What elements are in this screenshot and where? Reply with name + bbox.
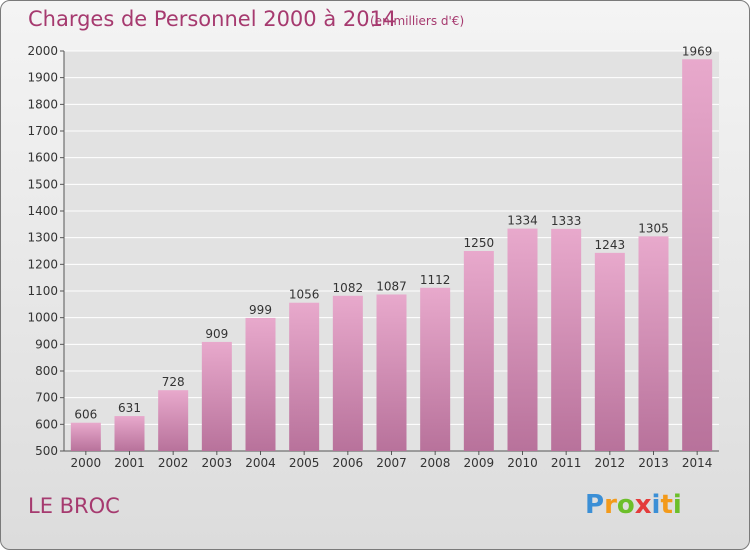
bar-2006 xyxy=(332,295,363,451)
bar-2010 xyxy=(507,228,538,451)
bar-2009 xyxy=(463,251,494,451)
bar-value-label: 1305 xyxy=(638,221,669,235)
proxiti-logo: Proxiti xyxy=(585,490,682,520)
bar-value-label: 1243 xyxy=(595,238,626,252)
bar-value-label: 1250 xyxy=(464,236,495,250)
y-tick-label: 1900 xyxy=(27,71,58,85)
logo-letter: P xyxy=(585,490,605,520)
x-tick-label: 2001 xyxy=(114,456,145,470)
bar-value-label: 1969 xyxy=(682,44,713,58)
y-tick-label: 1000 xyxy=(27,311,58,325)
bar-value-label: 631 xyxy=(118,401,141,415)
y-tick-label: 1800 xyxy=(27,97,58,111)
bar-2008 xyxy=(420,287,451,451)
x-tick-label: 2004 xyxy=(245,456,276,470)
x-tick-label: 2013 xyxy=(638,456,669,470)
bar-2002 xyxy=(158,390,189,451)
x-tick-label: 2007 xyxy=(376,456,407,470)
bar-2003 xyxy=(201,341,232,451)
y-tick-label: 700 xyxy=(35,391,58,405)
logo-letter: i xyxy=(651,490,661,520)
y-tick-label: 1300 xyxy=(27,231,58,245)
x-tick-label: 2009 xyxy=(464,456,495,470)
location-label: LE BROC xyxy=(28,494,120,518)
bar-value-label: 999 xyxy=(249,303,272,317)
x-tick-label: 2008 xyxy=(420,456,451,470)
y-tick-label: 900 xyxy=(35,337,58,351)
y-tick-label: 800 xyxy=(35,364,58,378)
y-tick-label: 500 xyxy=(35,444,58,458)
bar-value-label: 1056 xyxy=(289,288,320,302)
bar-value-label: 606 xyxy=(74,408,97,422)
bar-2007 xyxy=(376,294,407,451)
bar-2001 xyxy=(114,416,145,451)
bar-2011 xyxy=(551,228,582,451)
y-tick-label: 1400 xyxy=(27,204,58,218)
logo-letter: r xyxy=(604,490,617,520)
chart-title: Charges de Personnel 2000 à 2014 xyxy=(28,7,397,31)
bar-value-label: 1082 xyxy=(333,281,364,295)
bar-value-label: 1333 xyxy=(551,214,582,228)
x-tick-label: 2011 xyxy=(551,456,582,470)
bar-value-label: 1087 xyxy=(376,279,407,293)
bar-2014 xyxy=(682,59,713,452)
x-tick-label: 2012 xyxy=(595,456,626,470)
chart-subtitle: (en milliers d'€) xyxy=(370,14,465,28)
bar-2012 xyxy=(594,252,625,451)
y-tick-label: 1700 xyxy=(27,124,58,138)
logo-letter: t xyxy=(660,490,673,520)
logo-letter: i xyxy=(672,490,682,520)
y-tick-label: 600 xyxy=(35,417,58,431)
y-tick-label: 1600 xyxy=(27,151,58,165)
bar-2004 xyxy=(245,317,276,451)
x-tick-label: 2005 xyxy=(289,456,320,470)
y-tick-label: 1100 xyxy=(27,284,58,298)
x-tick-label: 2014 xyxy=(682,456,713,470)
bar-2005 xyxy=(289,302,320,451)
bar-value-label: 909 xyxy=(205,327,228,341)
x-tick-label: 2000 xyxy=(71,456,102,470)
y-tick-label: 2000 xyxy=(27,44,58,58)
bar-2000 xyxy=(70,422,101,451)
x-tick-label: 2006 xyxy=(333,456,364,470)
logo-letter: o xyxy=(616,490,635,520)
y-tick-label: 1200 xyxy=(27,257,58,271)
y-tick-label: 1500 xyxy=(27,177,58,191)
logo-letter: x xyxy=(634,490,652,520)
bar-value-label: 1112 xyxy=(420,273,451,287)
x-tick-label: 2010 xyxy=(507,456,538,470)
x-tick-label: 2002 xyxy=(158,456,189,470)
x-tick-label: 2003 xyxy=(202,456,233,470)
bar-2013 xyxy=(638,236,669,451)
bar-value-label: 728 xyxy=(162,375,185,389)
bar-value-label: 1334 xyxy=(507,214,538,228)
